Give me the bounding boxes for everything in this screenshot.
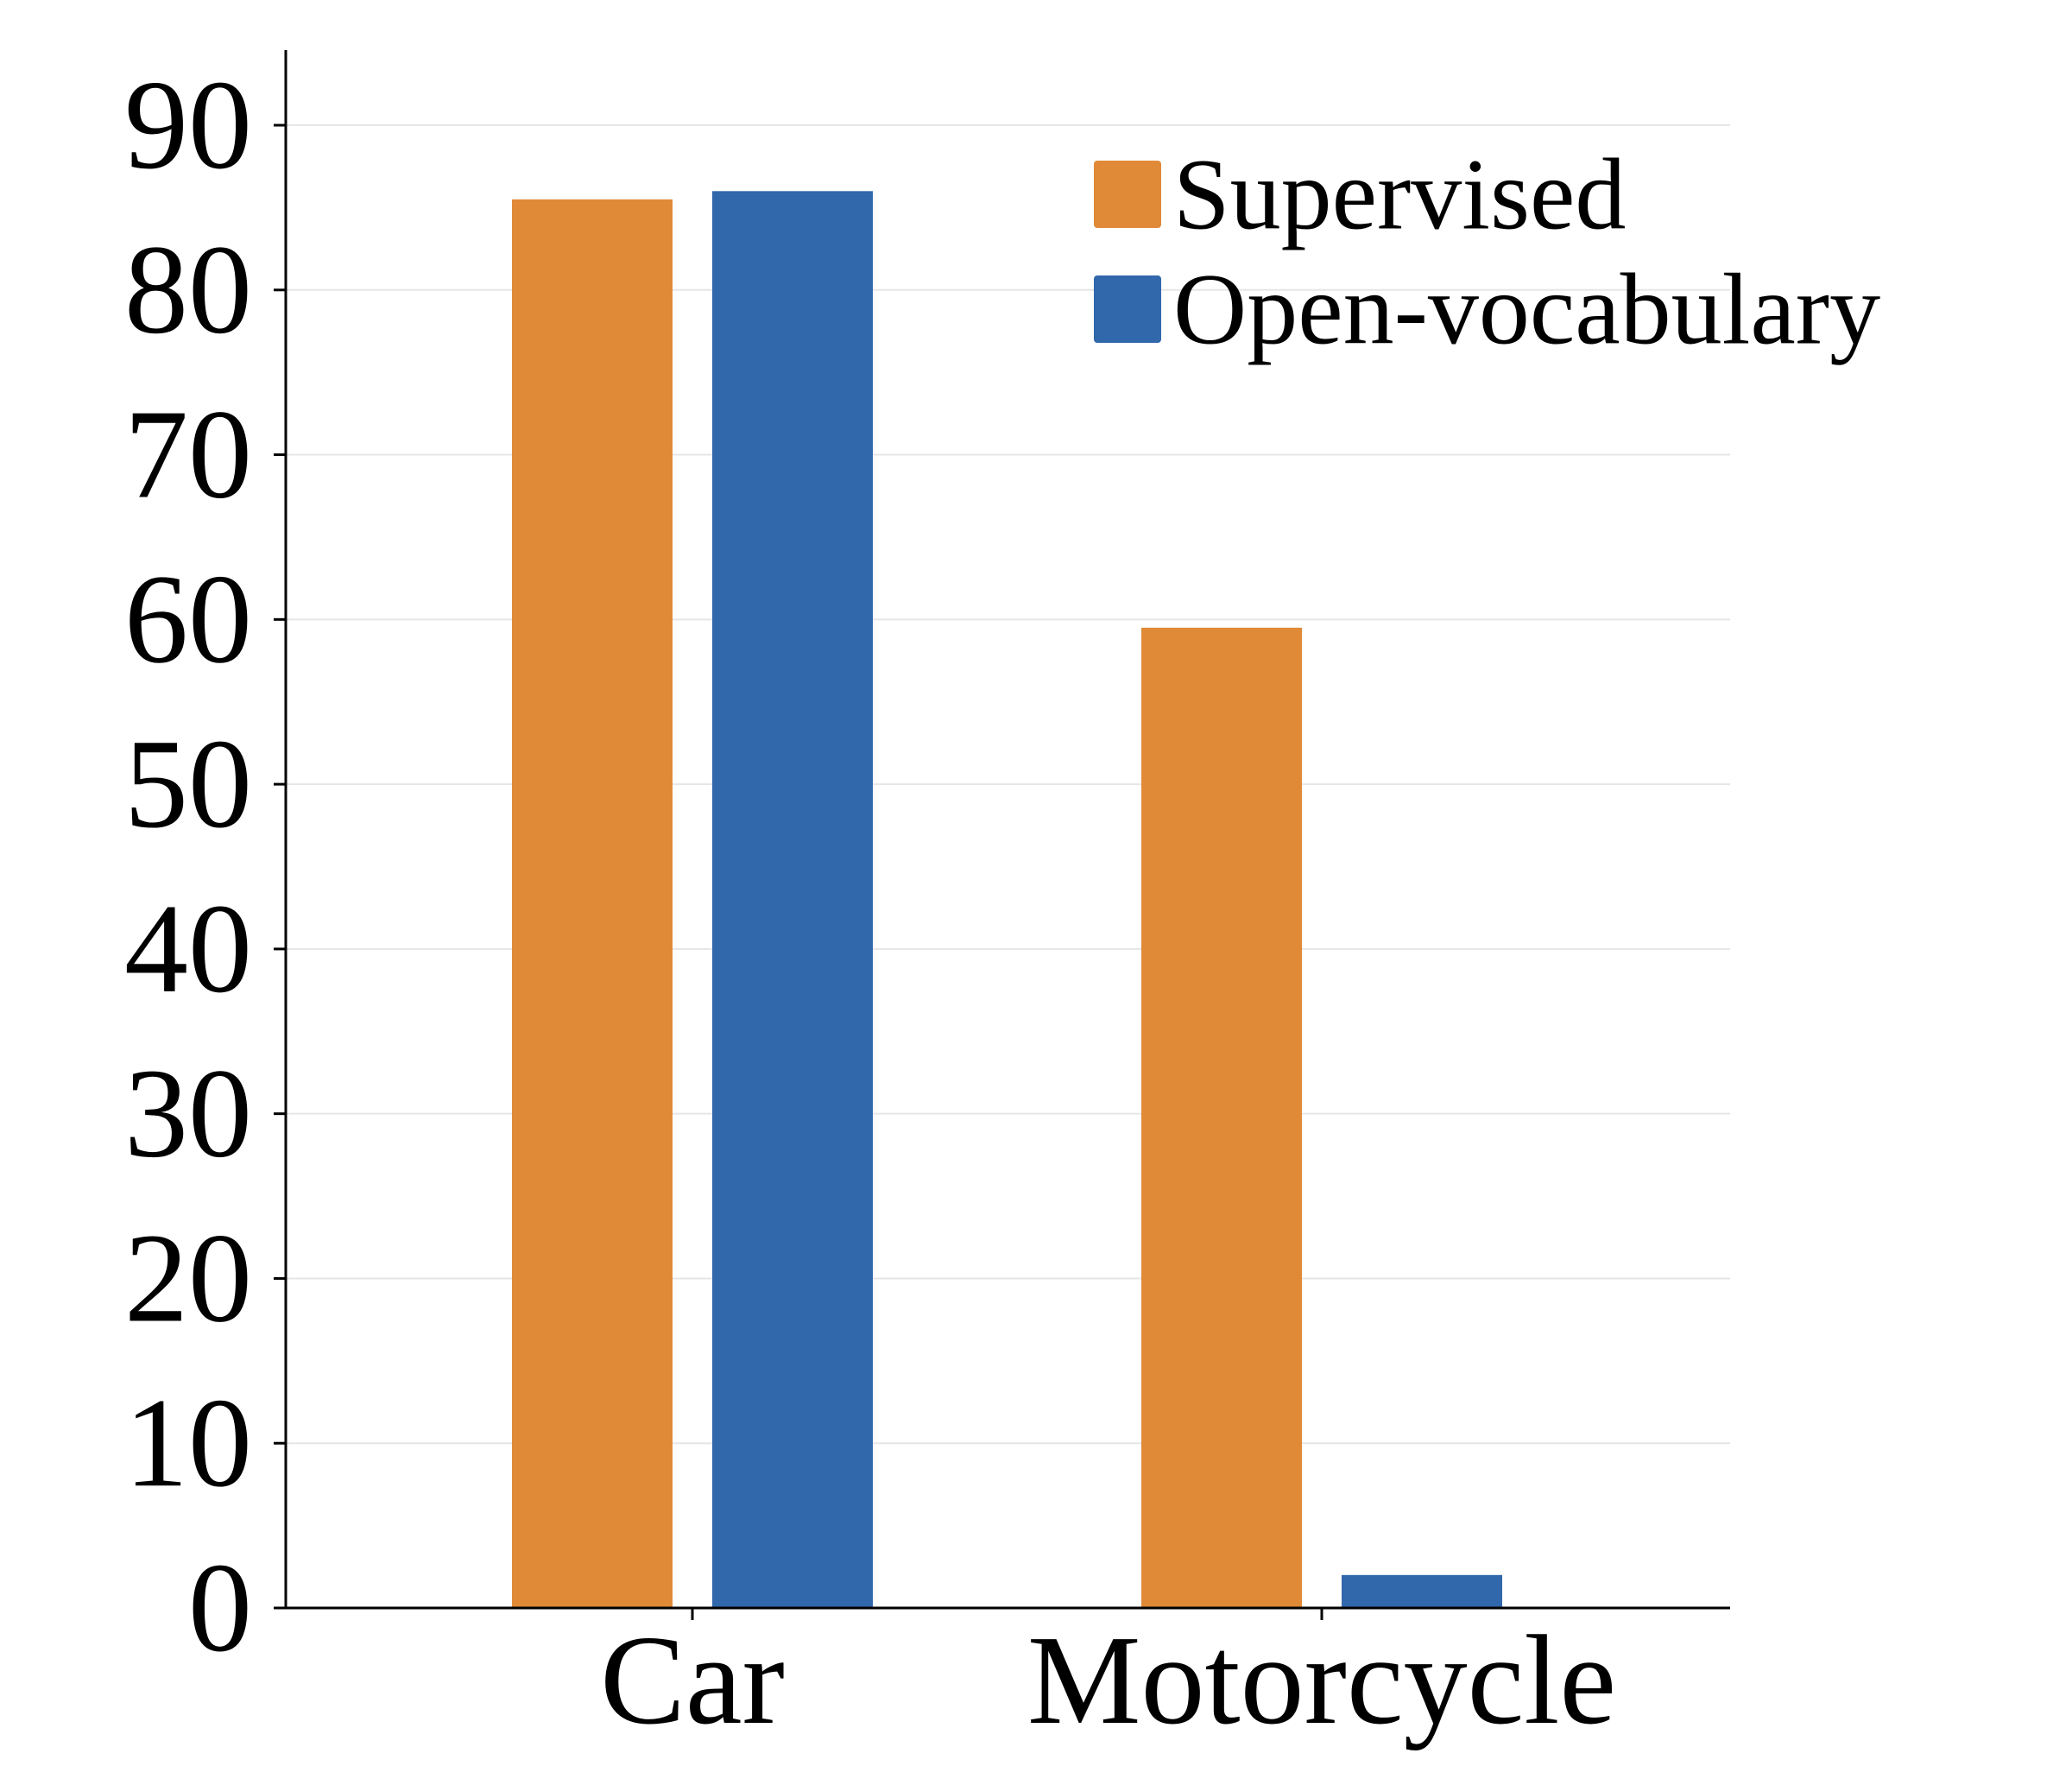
x-tick-label-car: Car <box>600 1610 785 1751</box>
bar-motorcycle-open-vocabulary <box>1342 1574 1502 1608</box>
y-tick-label-0: 0 <box>188 1537 252 1679</box>
bar-motorcycle-supervised <box>1141 627 1302 1608</box>
tick-labels: 0 10 20 30 40 50 60 70 80 90 Car Motorcycle <box>124 54 1616 1751</box>
legend-swatch-open-vocabulary <box>1094 275 1161 343</box>
y-tick-label-60: 60 <box>124 548 252 690</box>
y-tick-label-20: 20 <box>124 1207 252 1349</box>
y-tick-label-10: 10 <box>124 1372 252 1514</box>
axes <box>274 50 1730 1620</box>
legend-label-open-vocabulary: Open-vocabulary <box>1173 253 1880 366</box>
y-tick-label-40: 40 <box>124 878 252 1020</box>
legend-label-supervised: Supervised <box>1173 138 1626 251</box>
y-tick-label-30: 30 <box>124 1043 252 1185</box>
y-tick-label-90: 90 <box>124 54 252 196</box>
y-tick-label-80: 80 <box>124 219 252 361</box>
y-tick-label-70: 70 <box>124 384 252 526</box>
x-tick-label-motorcycle: Motorcycle <box>1027 1610 1616 1751</box>
bars <box>512 191 1502 1609</box>
bar-car-open-vocabulary <box>712 191 873 1608</box>
bar-car-supervised <box>512 199 673 1609</box>
legend-swatch-supervised <box>1094 161 1161 228</box>
y-tick-label-50: 50 <box>124 713 252 855</box>
